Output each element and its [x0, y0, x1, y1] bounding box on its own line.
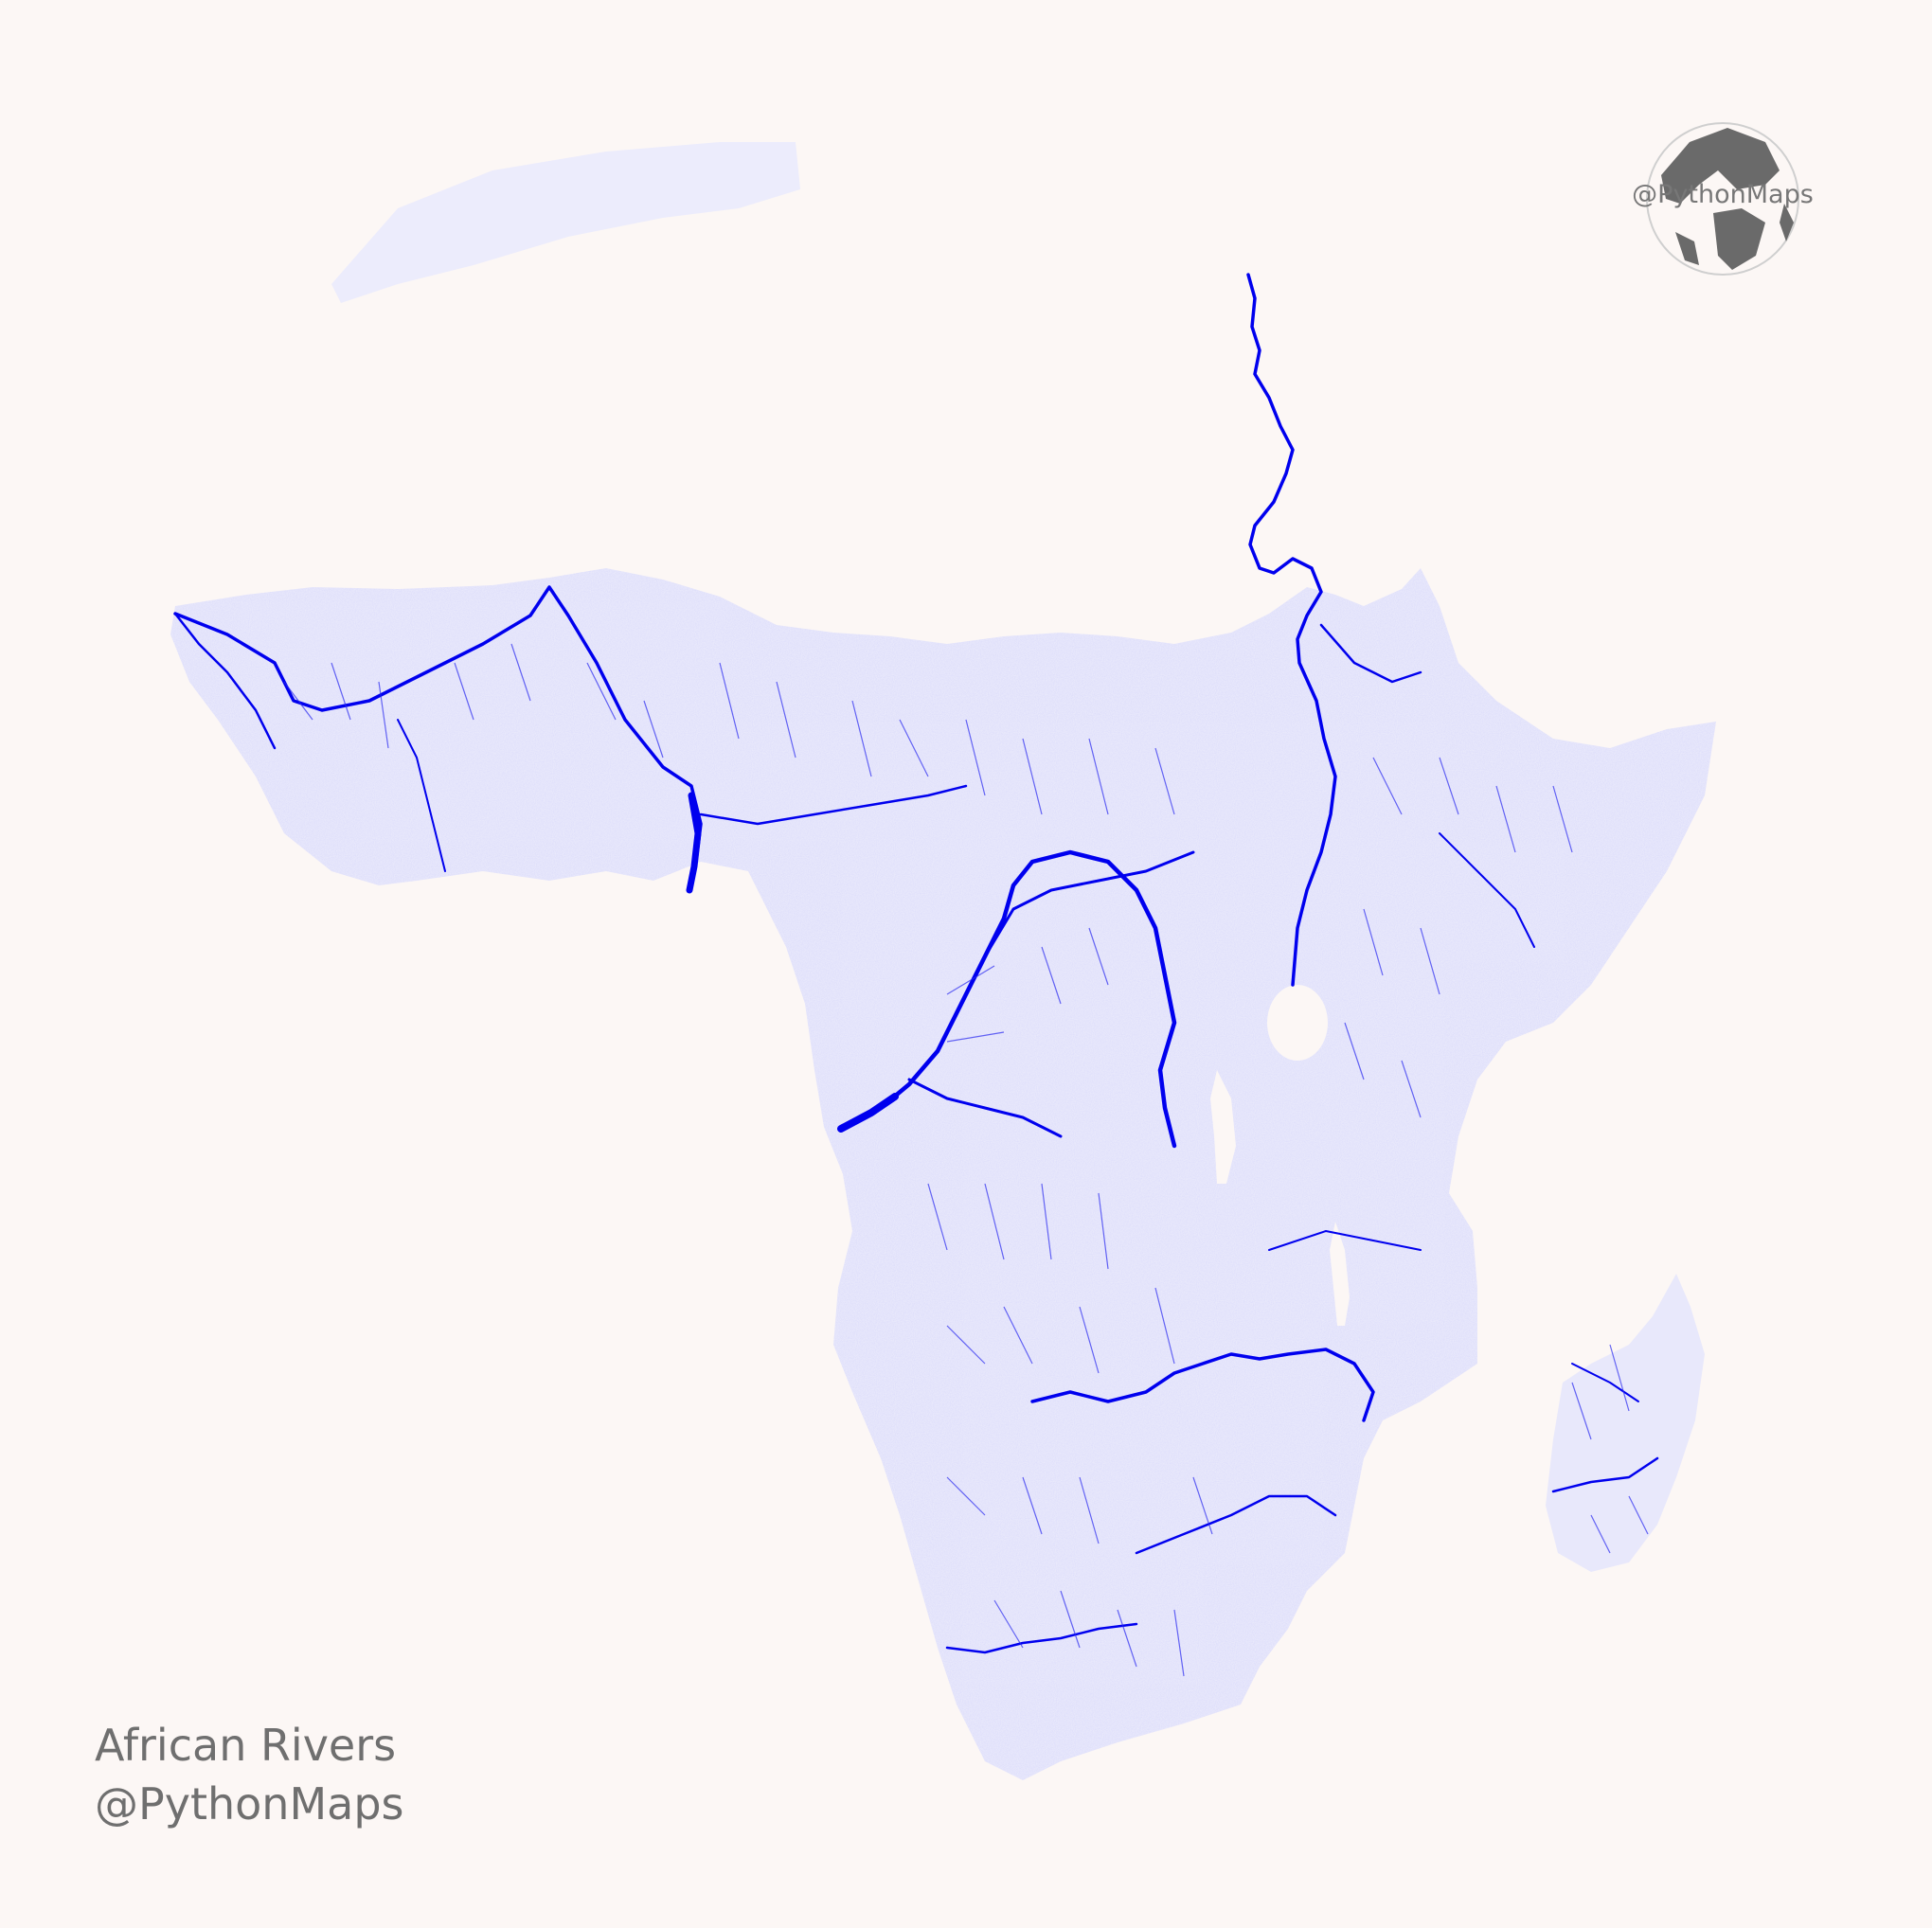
- lake-victoria: [1267, 985, 1328, 1061]
- volta-river: [397, 719, 446, 872]
- kasai-river: [907, 1078, 1063, 1138]
- map-caption: African Rivers @PythonMaps: [95, 1716, 404, 1833]
- niger-river: [173, 585, 703, 892]
- ubangi-river: [983, 850, 1195, 958]
- lakes: [1210, 985, 1350, 1326]
- juba-river: [1439, 832, 1535, 948]
- blue-nile: [1319, 623, 1422, 684]
- rivers: [173, 273, 1659, 1654]
- lake-malawi: [1330, 1222, 1350, 1326]
- map-title: African Rivers: [95, 1720, 397, 1771]
- logo: [1623, 99, 1822, 298]
- zambezi-river: [1030, 1348, 1375, 1422]
- madagascar-river: [1551, 1456, 1659, 1493]
- map-credit: @PythonMaps: [95, 1778, 404, 1830]
- logo-text: @PythonMaps: [1632, 180, 1814, 209]
- globe-icon: [1646, 122, 1799, 276]
- senegal-river: [173, 612, 277, 750]
- madagascar: [1546, 1274, 1705, 1572]
- congo-river: [840, 849, 1177, 1149]
- orange-river: [945, 1622, 1138, 1654]
- tributaries: [283, 643, 1649, 1677]
- nile-river: [1246, 273, 1337, 987]
- madagascar-river-2: [1571, 1363, 1639, 1402]
- lake-tanganyika: [1210, 1070, 1236, 1184]
- congo-lower: [837, 1093, 899, 1133]
- rufiji-river: [1268, 1230, 1422, 1251]
- niger-delta: [686, 792, 702, 894]
- benue-river: [699, 784, 968, 826]
- limpopo-river: [1135, 1494, 1337, 1555]
- north-coast-fringe: [331, 142, 800, 303]
